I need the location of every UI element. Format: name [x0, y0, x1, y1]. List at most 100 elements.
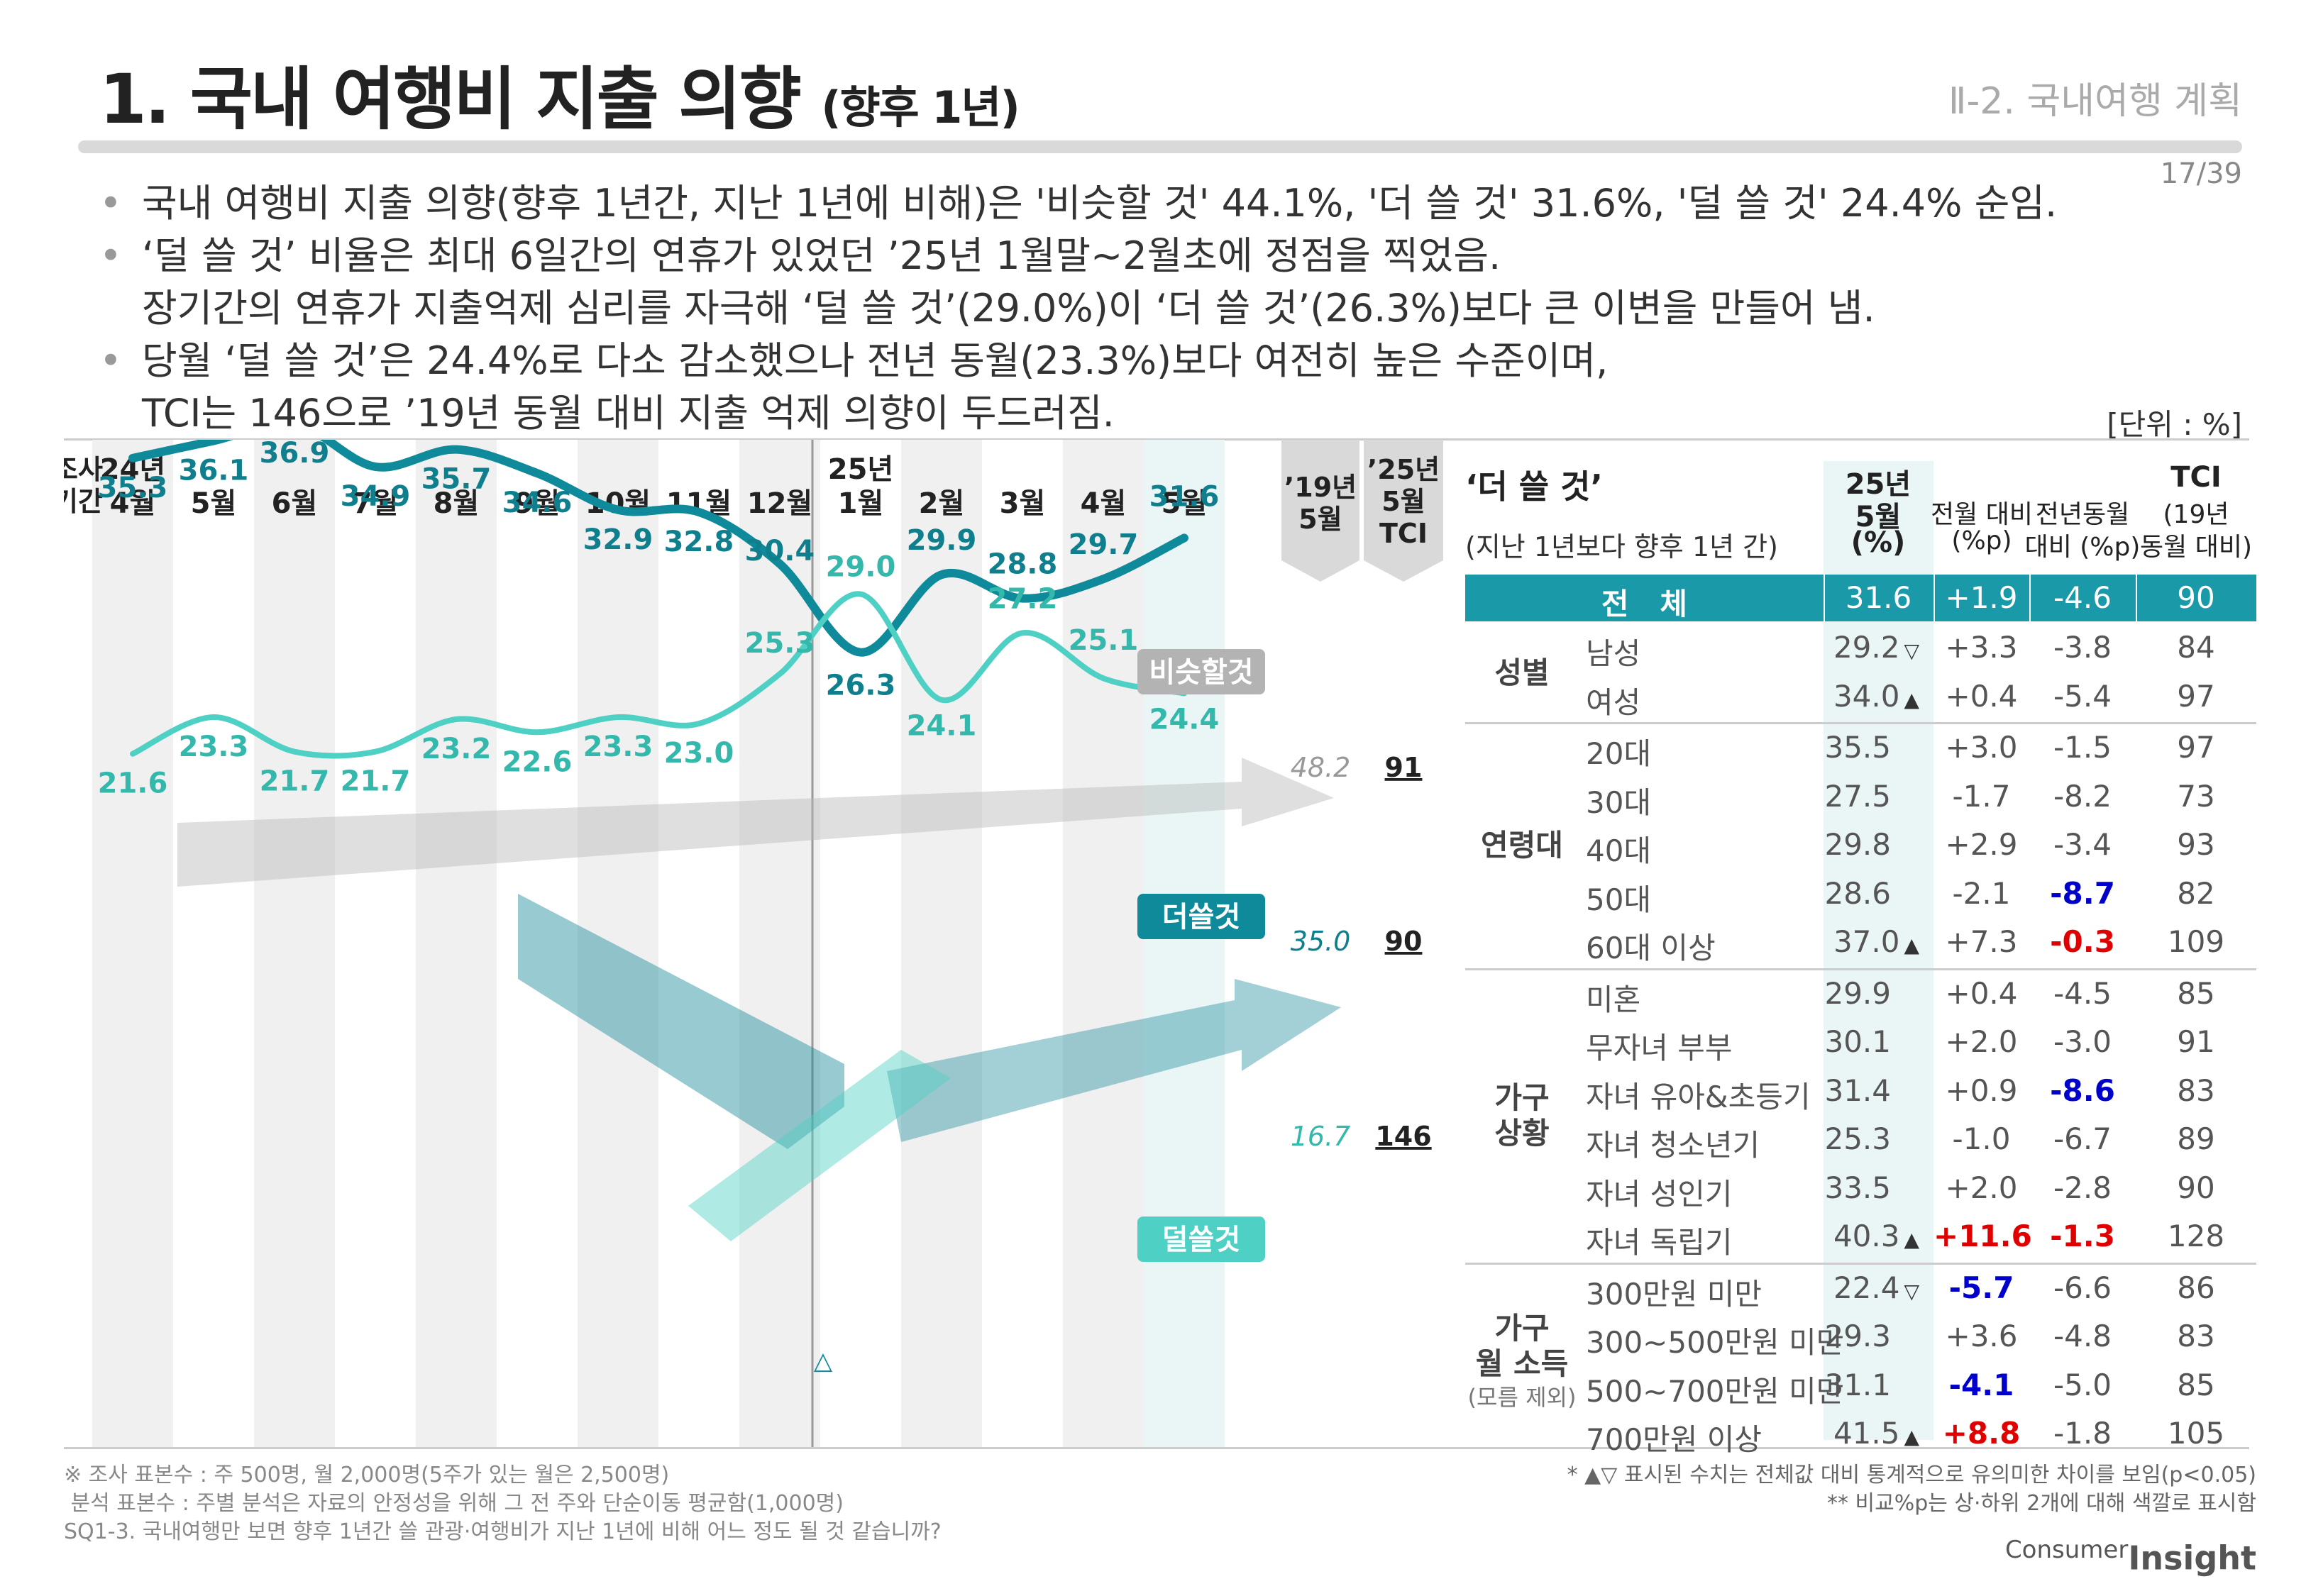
- row-pct-value: 33.5: [1824, 1170, 1891, 1205]
- total-col-sep: [1824, 575, 1825, 621]
- month-column-band: [92, 440, 173, 1447]
- month-column-band: [901, 440, 982, 1447]
- chart-top-rule: [64, 438, 2249, 440]
- more-trend-arrow-up: [887, 979, 1341, 1142]
- row-label: 30대: [1586, 785, 1652, 820]
- group-name: 가구: [1494, 1310, 1550, 1346]
- bullet-item: ‘덜 쓸 것’ 비율은 최대 6일간의 연휴가 있었던 ’25년 1월말~2월초…: [99, 230, 2157, 335]
- row-pct: 28.6: [1824, 876, 1919, 911]
- data-label: 35.3: [98, 472, 168, 504]
- table-title: ‘더 쓸 것’: [1465, 467, 1603, 506]
- row-label: 무자녀 부부: [1586, 1031, 1733, 1065]
- section-label: Ⅱ-2. 국내여행 계획: [1948, 80, 2242, 123]
- row-tci: 73: [2177, 778, 2215, 814]
- bullet-item: 당월 ‘덜 쓸 것’은 24.4%로 다소 감소했으나 전년 동월(23.3%)…: [99, 335, 2157, 440]
- row-tci: 97: [2177, 678, 2215, 714]
- month-header: 6월: [272, 487, 318, 520]
- table-col-header: 동월 대비): [2140, 533, 2252, 562]
- row-pct-value: 41.5: [1833, 1416, 1900, 1451]
- row-label: 자녀 유아&초등기: [1586, 1079, 1811, 1114]
- month-column-band: [578, 440, 658, 1447]
- footnotes-left: ※ 조사 표본수 : 주 500명, 월 2,000명(5주가 있는 월은 2,…: [64, 1461, 942, 1546]
- row-pct-value: 40.3: [1833, 1219, 1900, 1253]
- row-pct-value: 34.0: [1833, 678, 1900, 714]
- row-mom: -4.1: [1948, 1367, 2014, 1402]
- unit-label: [단위 : %]: [2107, 407, 2242, 442]
- legend-less-label: 덜쓸것: [1162, 1224, 1240, 1256]
- more-trend-arrow-down: [518, 894, 844, 1149]
- data-label: 23.3: [179, 731, 249, 763]
- group-divider: [1465, 1262, 2256, 1265]
- data-label: 29.0: [826, 551, 896, 584]
- row-yoy: -1.3: [2050, 1219, 2115, 1253]
- similar-trend-arrow: [177, 758, 1334, 887]
- group-name: 상황: [1494, 1116, 1550, 1151]
- bullet-line: ‘덜 쓸 것’ 비율은 최대 6일간의 연휴가 있었던 ’25년 1월말~2월초…: [142, 233, 1501, 278]
- group-name-cell: 가구 월 소득 (모름 제외): [1465, 1265, 1579, 1459]
- month-column-band: [497, 440, 578, 1447]
- row-tci: 83: [2177, 1319, 2215, 1353]
- data-label: 29.9: [907, 524, 977, 557]
- row-pct-value: 31.4: [1824, 1073, 1891, 1108]
- legend-more: [1137, 894, 1265, 939]
- axis-label-line: 기간: [64, 486, 103, 517]
- data-label: 28.8: [988, 548, 1058, 581]
- month-column-band: [1063, 440, 1144, 1447]
- title-divider: [78, 140, 2242, 153]
- row-pct: 35.5: [1824, 730, 1919, 765]
- compare-header: 5월: [1298, 504, 1342, 535]
- data-label: 21.7: [341, 765, 411, 798]
- row-yoy: -0.3: [2050, 924, 2115, 959]
- month-header: 3월: [1000, 487, 1046, 520]
- row-pct: 34.0 ▲: [1824, 679, 1919, 714]
- row-label: 여성: [1586, 685, 1641, 720]
- total-row-value: 90: [2177, 580, 2215, 615]
- sig-mark: ▲: [1904, 1425, 1919, 1448]
- row-mom: +0.4: [1945, 678, 2018, 714]
- table-col-header: (%p): [1951, 526, 2012, 555]
- tci-value: 91: [1385, 752, 1423, 783]
- group-name-cell: 가구 상황: [1465, 970, 1579, 1262]
- pct-column-shade: [1824, 461, 1933, 1440]
- bullet-line: TCI는 146으로 ’19년 동월 대비 지출 억제 의향이 두드러짐.: [142, 391, 1115, 436]
- month-header: 25년: [828, 453, 893, 486]
- data-label: 34.6: [502, 487, 573, 519]
- compare-header: 5월: [1381, 486, 1425, 517]
- row-label: 자녀 청소년기: [1586, 1128, 1760, 1163]
- month-header: 9월: [514, 487, 561, 520]
- row-tci: 83: [2177, 1073, 2215, 1108]
- row-mom: +2.9: [1945, 827, 2018, 862]
- table-col-header: (%): [1850, 526, 1906, 559]
- row-pct: 31.4: [1824, 1073, 1919, 1108]
- legend-more-label: 더쓸것: [1162, 901, 1240, 933]
- data-label: 24.4: [1149, 704, 1220, 736]
- data-label: 31.6: [1149, 480, 1220, 513]
- row-tci: 86: [2177, 1270, 2215, 1305]
- row-mom: -2.1: [1952, 875, 2011, 911]
- row-pct: 29.9: [1824, 976, 1919, 1011]
- data-label: 25.3: [745, 627, 815, 660]
- row-mom: +0.4: [1945, 975, 2018, 1011]
- table-col-header: 5월: [1855, 501, 1902, 533]
- row-pct-value: 25.3: [1824, 1121, 1891, 1156]
- row-mom: -5.7: [1948, 1270, 2014, 1305]
- group-name-cell: 연령대: [1465, 724, 1579, 968]
- row-yoy: -5.4: [2053, 678, 2112, 714]
- row-label: 500~700만원 미만: [1586, 1373, 1844, 1409]
- row-mom: +2.0: [1945, 1024, 2018, 1059]
- row-pct-value: 31.1: [1824, 1367, 1891, 1402]
- total-col-sep: [2029, 575, 2031, 621]
- row-pct: 41.5 ▲: [1824, 1416, 1919, 1451]
- consumer-insight-logo: ConsumerInsight: [2004, 1536, 2256, 1578]
- sig-mark: ▲: [1904, 933, 1919, 957]
- row-pct: 29.3: [1824, 1319, 1919, 1353]
- row-tci: 105: [2167, 1416, 2225, 1451]
- tci-value: 90: [1385, 926, 1423, 957]
- data-label: 26.3: [826, 670, 896, 702]
- data-label: 21.6: [98, 767, 168, 800]
- month-column-band: [982, 440, 1063, 1447]
- group-divider: [1465, 722, 2256, 724]
- row-mom: +8.8: [1942, 1416, 2021, 1451]
- footnote-line: SQ1-3. 국내여행만 보면 향후 1년간 쓸 관광·여행비가 지난 1년에 …: [64, 1519, 942, 1544]
